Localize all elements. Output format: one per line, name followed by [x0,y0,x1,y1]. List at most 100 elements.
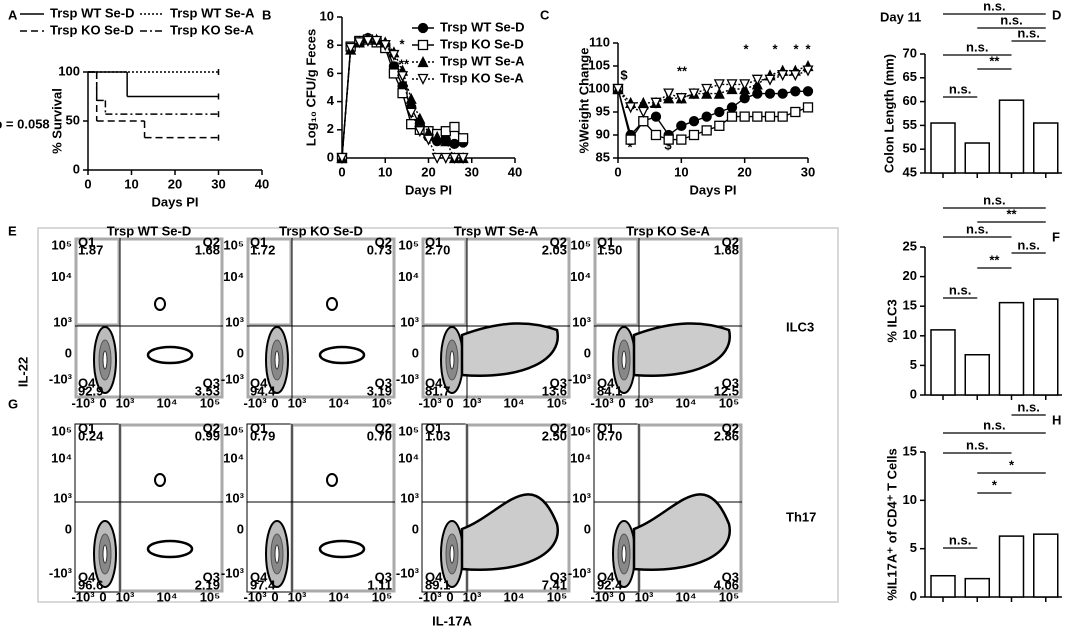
bar [998,535,1025,598]
marker [714,106,725,118]
marker [663,88,675,100]
quadrant-value: 3.53 [195,383,220,398]
flow-y-tick-label: 0 [584,521,591,536]
plot-title: Trsp WT Se-D [107,223,192,238]
quadrant-value: 0.99 [195,428,220,443]
quadrant-value: 1.72 [250,242,275,257]
y-tick-label: 45 [903,164,917,179]
marker [440,135,452,147]
flow-x-tick-label: 10³ [288,589,307,604]
chart-title: Day 11 [880,9,921,24]
plot-title: Trsp KO Se-D [279,223,363,238]
y-tick-label: 10 [320,8,334,23]
significance-label: n.s. [949,532,971,547]
quadrant-name: Q2 [375,234,392,249]
flow-y-tick-label: 10³ [53,490,72,505]
annotation: * [399,36,405,51]
quadrant-name: Q3 [550,569,567,584]
y-axis-label: %IL17A⁺ of CD4⁺ T Cells [884,448,899,600]
quadrant-name: Q4 [425,569,443,584]
quadrant-value: 1.50 [597,242,622,257]
flow-y-tick-label: -10³ [49,565,73,580]
x-axis-label: Days PI [405,182,452,197]
population [102,544,108,564]
marker [457,133,469,144]
x-tick-label: 20 [737,164,751,179]
legend-label: Trsp WT Se-A [170,5,255,20]
flow-y-label: IL-22 [15,357,30,387]
y-tick-label: 10 [903,492,917,507]
flow-x-tick-label: 0 [99,395,106,410]
marker [726,79,738,91]
marker [701,83,713,95]
legend-label: Trsp KO Se-D [50,22,134,37]
bar [998,99,1025,174]
bar [930,122,956,174]
quadrant-name: Q2 [375,420,392,435]
quadrant-value: 96.6 [78,577,103,592]
flow-y-tick-label: 0 [412,345,419,360]
flow-x-tick-label: 10⁴ [504,589,525,604]
quadrant-value: 2.70 [425,242,450,257]
flow-x-tick-label: 10⁴ [676,395,697,410]
population [449,544,455,564]
marker [388,68,400,79]
quadrant-value: 4.06 [714,577,739,592]
flow-y-tick-label: 10⁵ [223,237,244,252]
bar [964,142,990,174]
quadrant-value: 84.1 [597,383,622,398]
flow-x-tick-label: 10⁴ [329,395,350,410]
x-axis-label: Days PI [690,182,737,197]
y-axis-label: Log₁₀ CFU/g Feces [303,29,318,146]
quadrant-name: Q1 [425,420,442,435]
marker [431,130,443,143]
y-tick-label: 70 [903,45,917,60]
quadrant-value: 12.5 [714,383,739,398]
y-tick-label: 65 [903,69,917,84]
bar [930,574,956,598]
annotation: * [793,41,799,56]
population [632,493,731,571]
quadrant-name: Q1 [250,420,267,435]
quadrant-name: Q2 [722,420,739,435]
flow-y-tick-label: 10³ [400,490,419,505]
flow-x-tick-label: 10⁴ [676,589,697,604]
quadrant-name: Q3 [375,375,392,390]
flow-y-tick-label: 10⁵ [51,237,72,252]
flow-x-tick-label: 10⁴ [329,589,350,604]
y-tick-label: 8 [327,37,334,52]
marker [663,134,674,145]
flow-x-tick-label: 0 [618,589,625,604]
bar [964,353,990,396]
marker [353,37,365,49]
bar [1033,298,1059,396]
flow-x-tick-label: 10⁵ [372,589,393,604]
quadrant-name: Q3 [203,569,220,584]
flow-y-tick-label: 10⁴ [570,451,591,466]
flow-frame [37,227,839,603]
population [326,297,338,311]
flow-y-tick-label: 10⁵ [398,237,419,252]
quadrant-name: Q4 [250,375,268,390]
y-tick-label: 50 [66,112,80,127]
quadrant-name: Q3 [550,375,567,390]
marker [612,83,624,95]
annotation: ** [399,56,410,71]
marker [676,134,687,145]
marker [637,106,649,118]
row-label: Th17 [786,509,816,524]
bar [998,301,1025,396]
flow-x-tick-label: 0 [271,589,278,604]
legend-marker [417,22,429,34]
flow-y-tick-label: -10³ [568,565,592,580]
quadrant-value: 92.4 [597,577,623,592]
annotation: * [627,139,633,154]
flow-x-tick-label: -10³ [418,395,442,410]
quadrant-name: Q2 [722,234,739,249]
bar [930,329,956,396]
annotation: $ [620,67,628,82]
x-tick-label: 10 [124,176,138,191]
quadrant-name: Q4 [78,569,96,584]
population [621,544,627,564]
y-tick-label: 4 [327,93,335,108]
